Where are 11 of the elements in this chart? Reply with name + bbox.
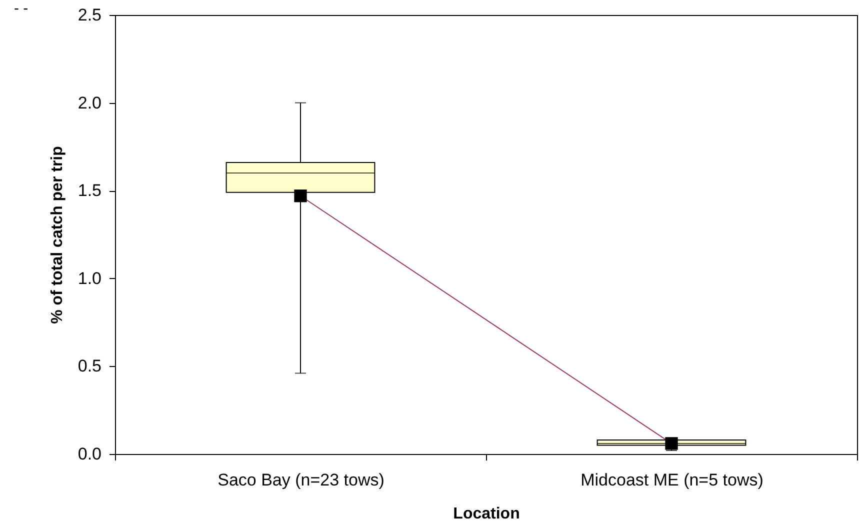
y-tick-label: 2.5	[78, 6, 102, 24]
x-tick-label: Saco Bay (n=23 tows)	[218, 470, 384, 490]
y-tick-label: 0.0	[78, 444, 102, 464]
y-tick-label: 1.5	[78, 181, 102, 200]
x-tick-label: Midcoast ME (n=5 tows)	[580, 470, 764, 490]
y-tick-label: 0.5	[78, 356, 102, 376]
y-axis-title: % of total catch per trip	[48, 146, 66, 324]
text: - -	[14, 0, 28, 17]
x-axis-title: Location	[453, 506, 520, 522]
y-tick-label: 2.0	[78, 93, 102, 112]
y-tick-label: 1.0	[78, 268, 102, 288]
